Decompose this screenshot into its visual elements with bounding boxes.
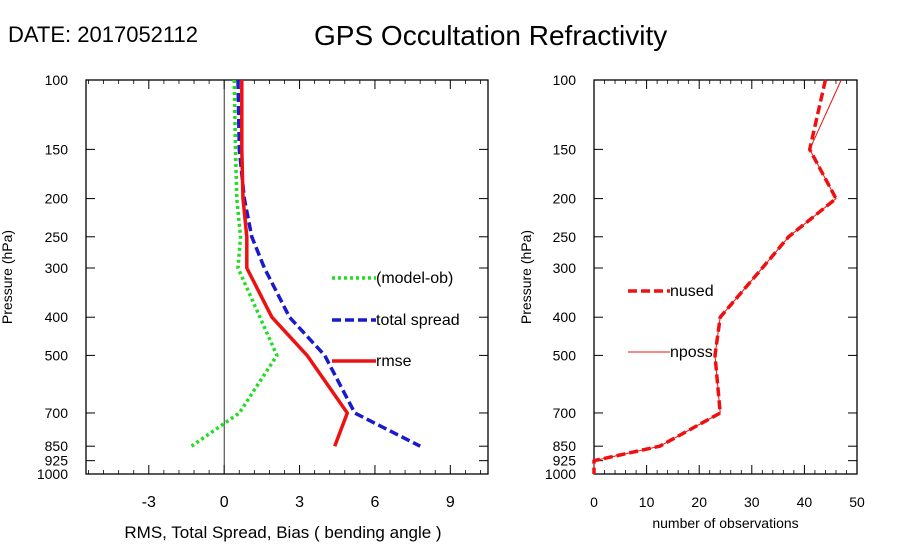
- y-tick-label: 200: [553, 191, 577, 207]
- legend-label: total spread: [376, 312, 460, 329]
- y-tick-label: 850: [45, 438, 69, 454]
- right-legend: nused nposs: [628, 283, 714, 361]
- y-tick-label: 200: [45, 191, 69, 207]
- x-tick-label: 40: [797, 494, 813, 510]
- x-tick-label: 0: [220, 494, 229, 511]
- y-axis-label: Pressure (hPa): [0, 230, 15, 324]
- legend-label: nused: [670, 283, 714, 300]
- plot-frame: [593, 79, 858, 475]
- series-line-nposs: [593, 79, 842, 474]
- x-tick-label: 6: [370, 494, 379, 511]
- y-tick-label: 500: [45, 347, 69, 363]
- y-tick-label: 700: [45, 405, 69, 421]
- x-axis-label: number of observations: [652, 515, 798, 531]
- y-tick-label: 1000: [37, 466, 68, 482]
- y-axis-label: Pressure (hPa): [518, 230, 534, 324]
- x-tick-label: 10: [639, 494, 655, 510]
- x-tick-label: 30: [744, 494, 760, 510]
- y-tick-label: 1000: [545, 466, 576, 482]
- series-line-rmse: [240, 80, 350, 447]
- y-tick-label: 150: [553, 141, 577, 157]
- x-tick-label: -3: [142, 494, 156, 511]
- date-label: DATE: 2017052112: [8, 22, 198, 47]
- y-tick-label: 300: [553, 260, 577, 276]
- series-line-nused: [592, 79, 838, 474]
- y-tick-label: 925: [553, 453, 577, 469]
- y-tick-label: 400: [553, 309, 577, 325]
- series-line-total-spread: [236, 79, 421, 448]
- y-tick-label: 100: [45, 72, 69, 88]
- chart-title: GPS Occultation Refractivity: [314, 20, 668, 51]
- y-tick-label: 150: [45, 141, 69, 157]
- y-tick-label: 250: [553, 229, 577, 245]
- legend-label: (model-ob): [376, 270, 453, 287]
- y-tick-label: 850: [553, 438, 577, 454]
- legend-label: rmse: [376, 353, 412, 370]
- y-tick-label: 500: [553, 347, 577, 363]
- x-tick-label: 20: [691, 494, 707, 510]
- y-tick-label: 250: [45, 229, 69, 245]
- y-tick-label: 700: [553, 405, 577, 421]
- plot-frame: [85, 79, 489, 475]
- x-axis-label: RMS, Total Spread, Bias ( bending angle …: [124, 523, 441, 542]
- x-tick-label: 0: [590, 494, 598, 510]
- left-legend: (model-ob) total spread rmse: [332, 270, 460, 370]
- x-tick-label: 3: [295, 494, 304, 511]
- x-tick-label: 9: [446, 494, 455, 511]
- y-tick-label: 400: [45, 309, 69, 325]
- x-tick-label: 50: [849, 494, 865, 510]
- y-tick-label: 300: [45, 260, 69, 276]
- legend-label: nposs: [670, 344, 713, 361]
- y-tick-label: 100: [553, 72, 577, 88]
- y-tick-label: 925: [45, 453, 69, 469]
